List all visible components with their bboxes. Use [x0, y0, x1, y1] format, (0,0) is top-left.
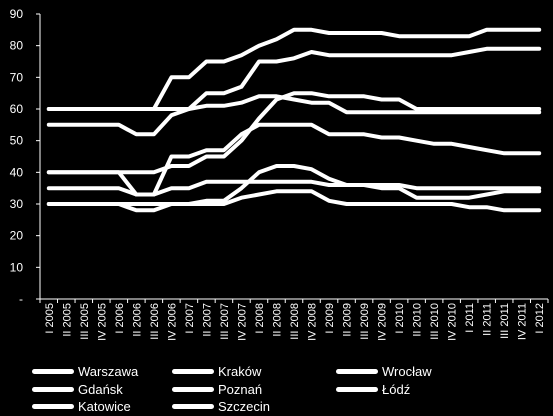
y-tick-label: 40 [10, 165, 24, 179]
series-line-gdansk [46, 94, 542, 137]
x-tick-label: III 2011 [499, 303, 511, 339]
x-tick-label: III 2009 [359, 303, 371, 340]
series-line-katowice [46, 164, 542, 213]
series-line-szczecin [46, 189, 542, 213]
x-tick-label: II 2011 [482, 303, 494, 336]
x-tick-label: IV 2009 [377, 303, 389, 341]
y-tick-label: 70 [10, 70, 24, 84]
x-tick-label: III 2005 [79, 303, 91, 340]
x-tick-label: I 2011 [464, 303, 476, 333]
y-tick-label: 60 [10, 102, 24, 116]
y-tick-label: 30 [10, 197, 24, 211]
x-tick-label: II 2010 [412, 303, 424, 337]
x-tick-label: IV 2007 [236, 303, 248, 341]
x-tick-label: IV 2005 [96, 303, 108, 341]
x-tick-label: I 2010 [394, 303, 406, 334]
series-line-wroclaw [46, 91, 542, 175]
y-tick-label: 10 [10, 260, 24, 274]
x-tick-label: II 2007 [201, 303, 213, 337]
x-tick-label: I 2009 [324, 303, 336, 334]
x-tick-label: I 2012 [534, 303, 546, 334]
x-tick-label: III 2008 [289, 303, 301, 340]
y-tick-label: 80 [10, 39, 24, 53]
series-line-poznan [46, 122, 542, 197]
y-tick-label: - [19, 292, 23, 306]
x-tick-label: IV 2011 [517, 303, 529, 340]
x-tick-label: IV 2006 [166, 303, 178, 341]
x-tick-label: III 2010 [429, 303, 441, 340]
x-tick-label: II 2005 [61, 303, 73, 337]
x-tick-label: I 2005 [44, 303, 56, 334]
x-tick-label: I 2008 [254, 303, 266, 334]
x-tick-label: III 2006 [149, 303, 161, 340]
x-tick-label: I 2007 [184, 303, 196, 334]
series-line-lodz [46, 179, 542, 197]
series-line-krakow [46, 46, 542, 111]
axes: - 10 20 30 40 50 60 70 80 90 I 2005 II 2005 III 2005… [10, 7, 549, 341]
x-tick-label: II 2009 [342, 303, 354, 337]
x-tick-label: IV 2008 [307, 303, 319, 341]
x-tick-label: II 2008 [271, 303, 283, 337]
series-lines [46, 27, 542, 213]
x-tick-label: III 2007 [219, 303, 231, 340]
x-tick-label: IV 2010 [447, 303, 459, 341]
x-tick-label: II 2006 [131, 303, 143, 337]
y-tick-label: 90 [10, 7, 24, 21]
x-tick-label: I 2006 [114, 303, 126, 334]
y-tick-label: 50 [10, 134, 24, 148]
y-tick-label: 20 [10, 229, 24, 243]
